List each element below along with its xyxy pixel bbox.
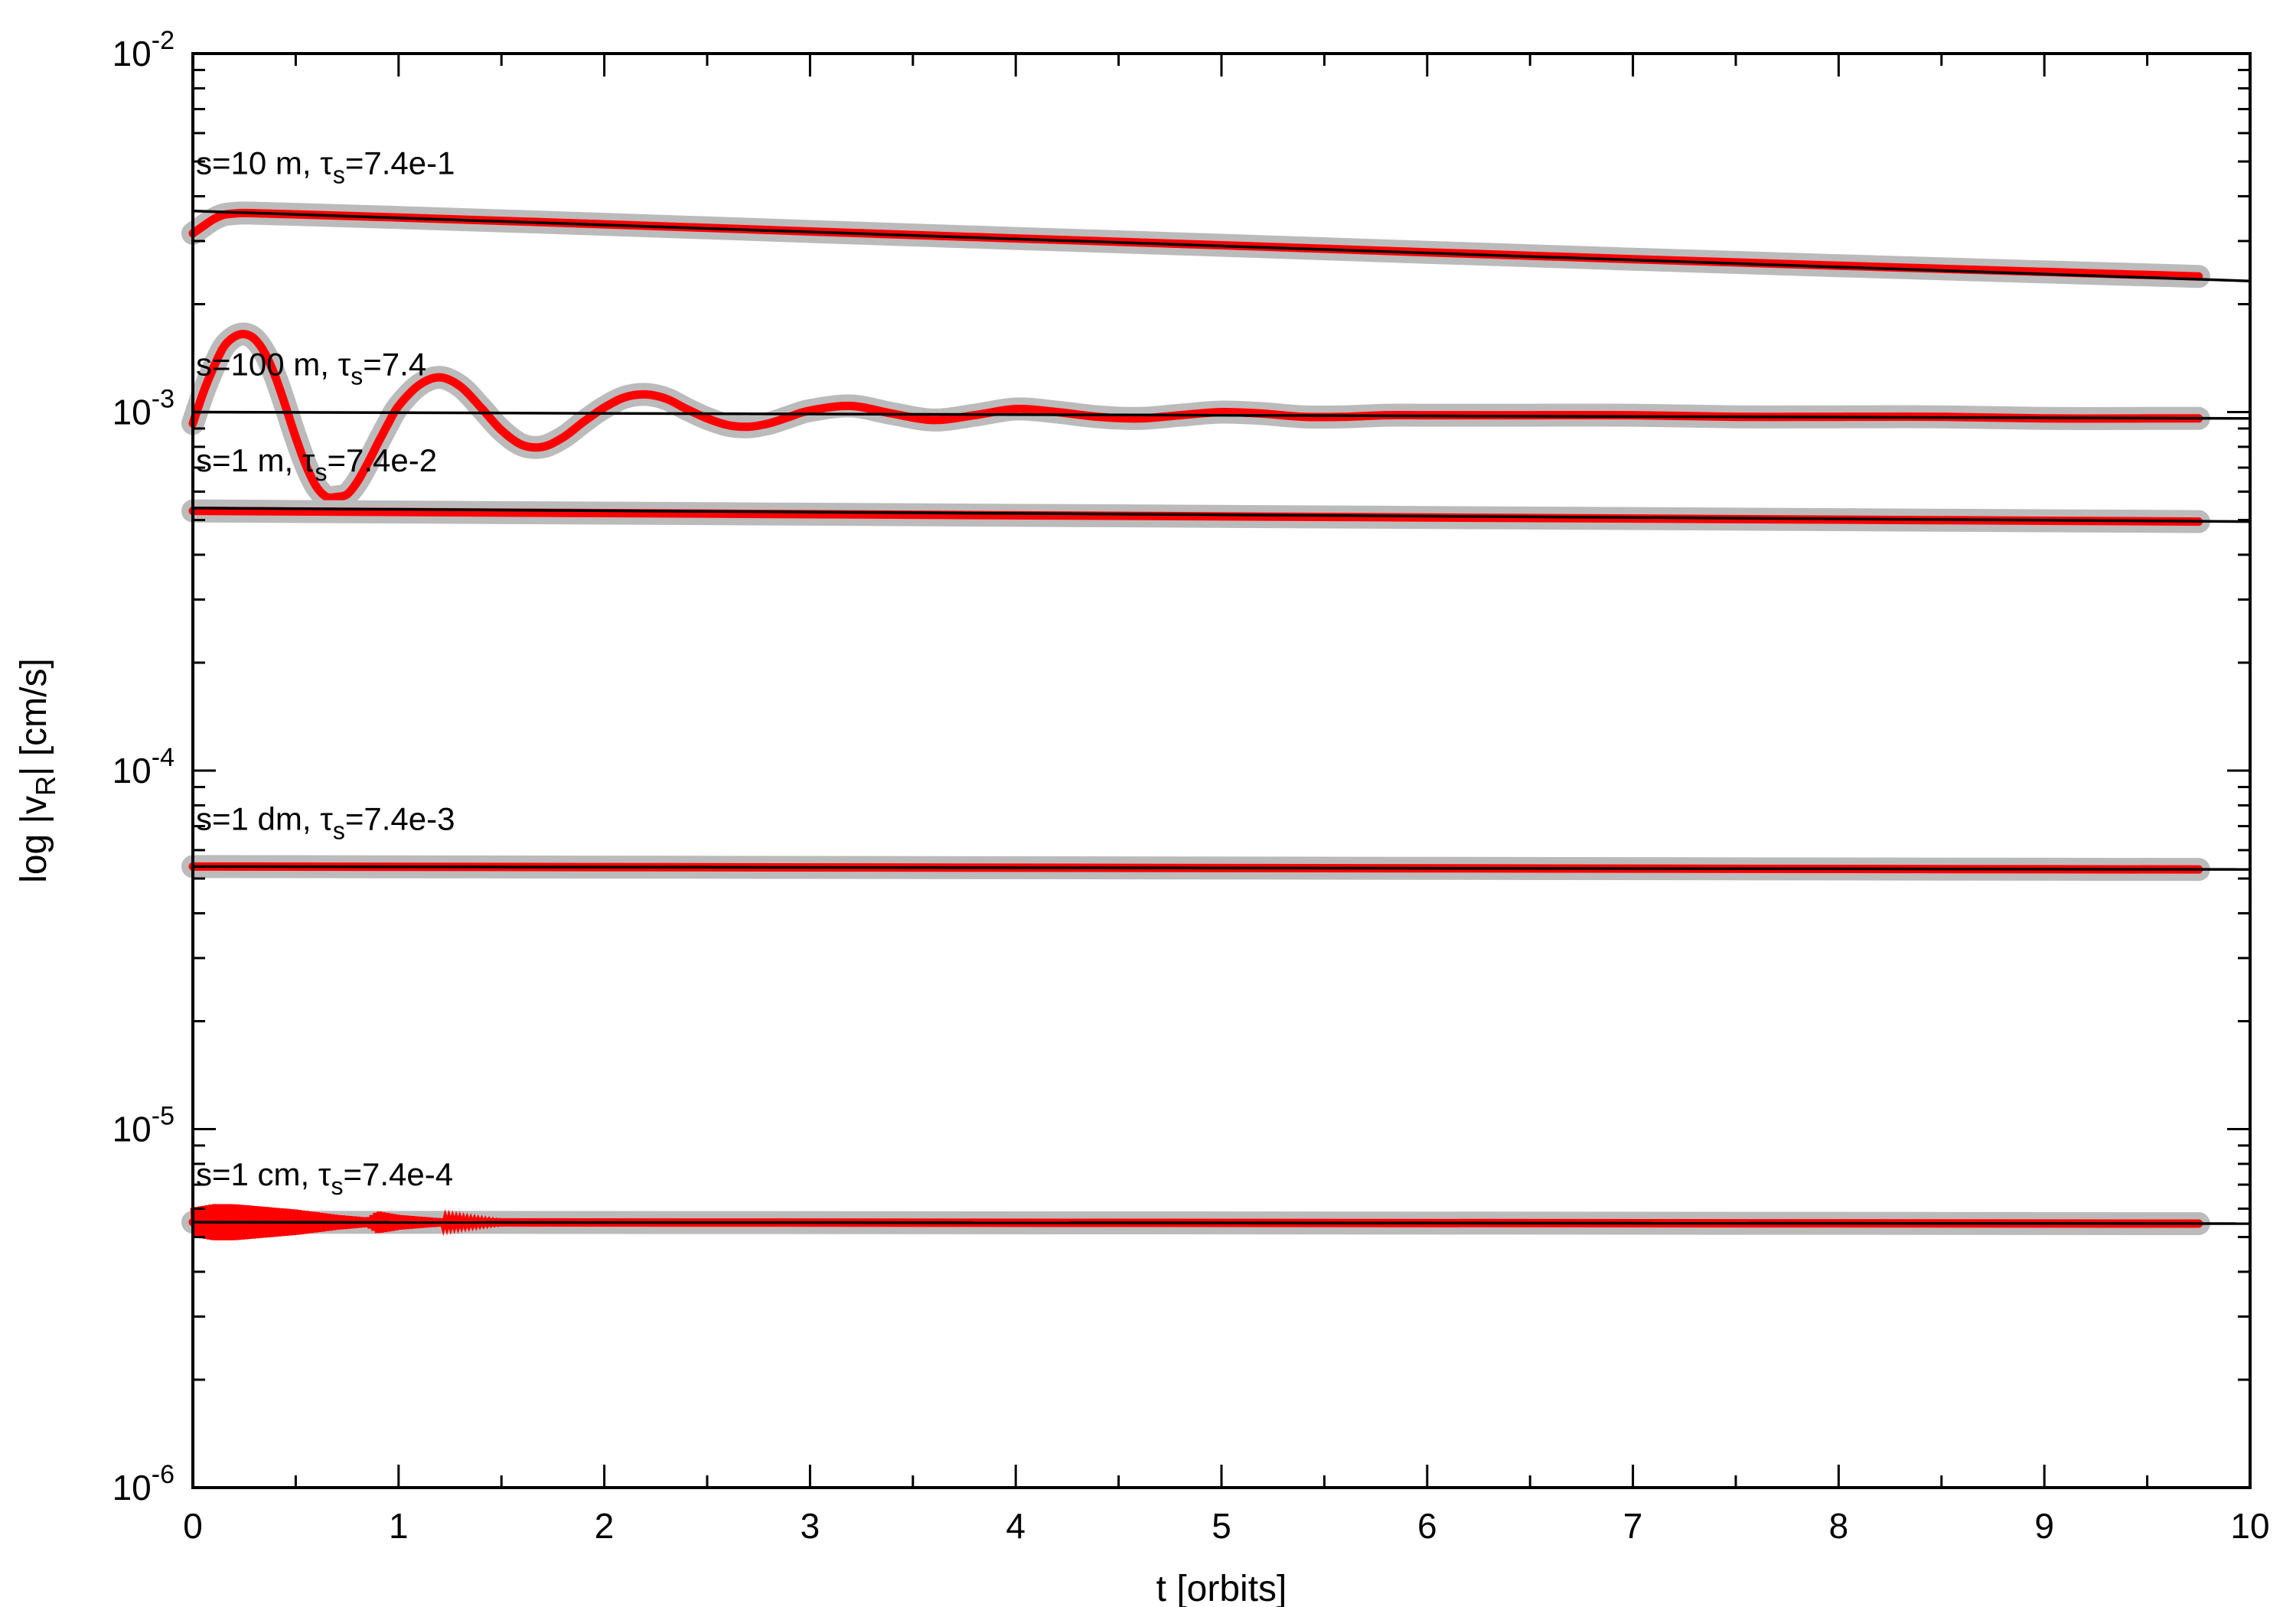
series-4 (181, 1204, 2251, 1240)
series-2 (181, 499, 2251, 533)
y-tick-label: 10-6 (113, 1460, 174, 1508)
ticks-layer: 0 1 2 3 4 5 6 7 8 9 10 10-2 10-3 10-4 10-5 10-6 (113, 26, 2270, 1546)
series-0 (181, 201, 2251, 288)
x-axis-title: t [orbits] (1156, 1569, 1287, 1607)
x-tick-label: 0 (183, 1506, 203, 1546)
x-tick-label: 2 (595, 1506, 615, 1546)
series-label: s=1 cm, τs=7.4e-4 (196, 1156, 453, 1200)
y-tick-label: 10-5 (113, 1102, 174, 1149)
y-tick-label: 10-4 (113, 743, 174, 790)
y-axis-title: log |vR| [cm/s] (14, 658, 61, 883)
series-analytic-line (192, 1221, 2251, 1225)
series-analytic-line (192, 865, 2251, 871)
y-axis-title-pre: log |v (14, 796, 54, 883)
series-analytic-line (192, 410, 2251, 420)
x-tick-label: 1 (389, 1506, 409, 1546)
x-tick-label: 7 (1623, 1506, 1643, 1546)
x-tick-label: 9 (2034, 1506, 2054, 1546)
y-axis-title-post: | [cm/s] (14, 658, 54, 776)
series-label: s=1 dm, τs=7.4e-3 (196, 800, 455, 844)
x-tick-label: 5 (1212, 1506, 1231, 1546)
x-tick-label: 10 (2230, 1506, 2269, 1546)
y-tick-label: 10-2 (113, 26, 174, 73)
series-analytic-line (192, 209, 2251, 283)
series-label: s=100 m, τs=7.4 (196, 347, 426, 390)
series-layer (181, 201, 2251, 1240)
x-tick-label: 3 (801, 1506, 820, 1546)
labels-layer: s=10 m, τs=7.4e-1 s=100 m, τs=7.4 s=1 m, τ… (196, 145, 455, 1201)
y-tick-label: 10-3 (113, 385, 174, 432)
y-axis-title-sub: R (30, 776, 61, 796)
x-tick-label: 8 (1829, 1506, 1849, 1546)
series-3 (181, 855, 2251, 882)
series-label: s=1 m, τs=7.4e-2 (196, 442, 437, 486)
x-tick-label: 4 (1006, 1506, 1026, 1546)
series-label: s=10 m, τs=7.4e-1 (196, 145, 455, 189)
series-1 (181, 322, 2251, 510)
series-analytic-line (192, 507, 2251, 523)
x-tick-label: 6 (1417, 1506, 1437, 1546)
